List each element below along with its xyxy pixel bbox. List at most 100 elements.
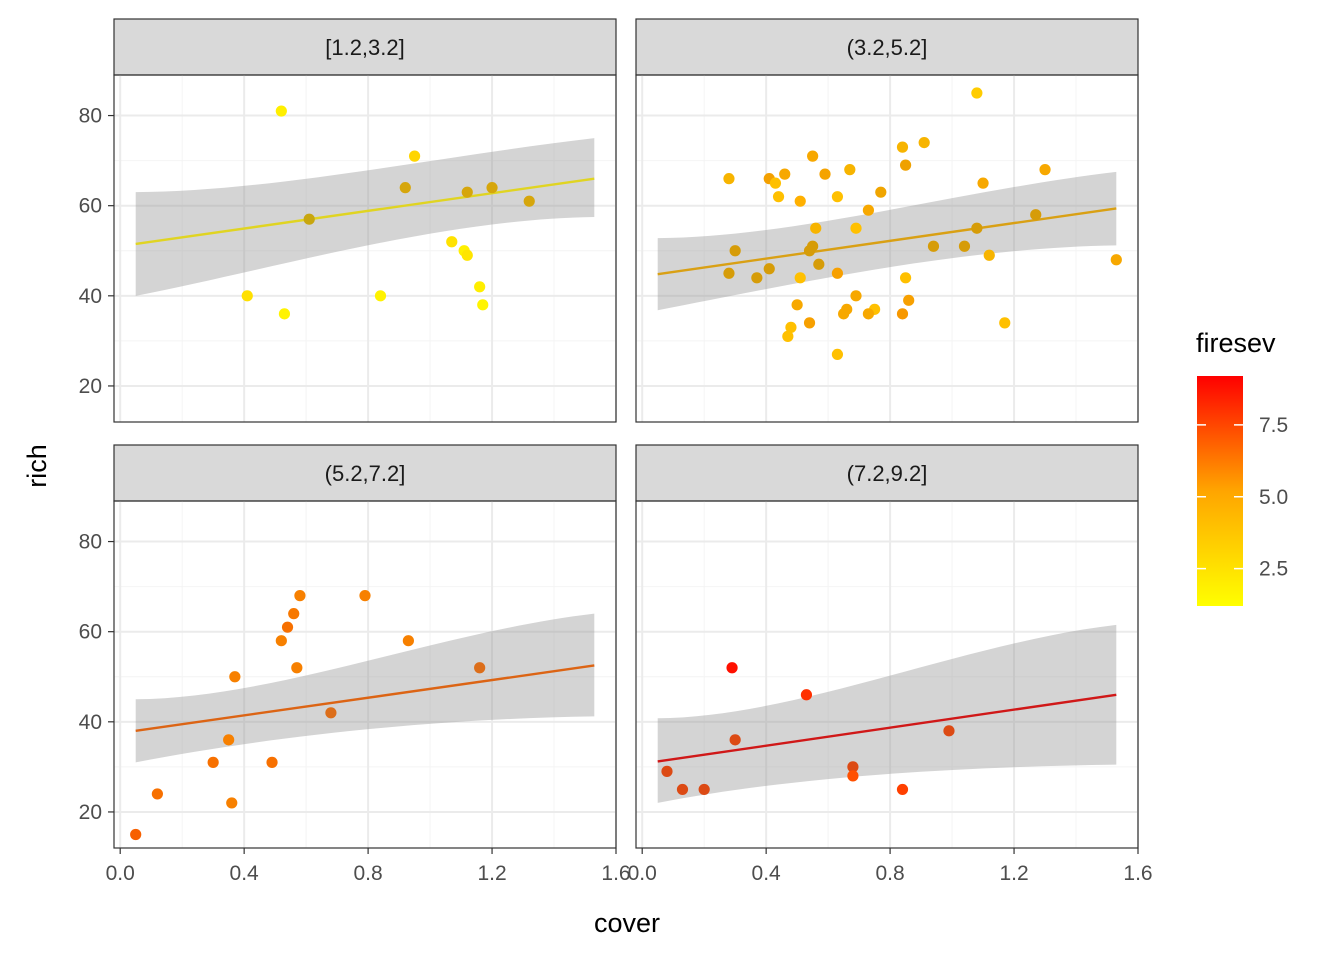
data-point <box>850 222 862 234</box>
facet-panel: (7.2,9.2] 0.0 0.4 0.8 1.2 1.6 <box>628 444 1153 885</box>
data-point <box>983 249 995 261</box>
data-point <box>896 783 909 796</box>
panel-border <box>113 74 617 423</box>
data-point <box>729 245 741 257</box>
data-point <box>794 195 806 207</box>
x-tick-label: 0.4 <box>230 862 260 885</box>
facet-strip <box>113 18 617 76</box>
confidence-band <box>657 624 1117 803</box>
data-point <box>275 105 287 117</box>
y-tick-label: 60 <box>79 621 102 644</box>
x-tick-label: 0.8 <box>353 862 382 885</box>
data-point <box>862 204 875 216</box>
x-tick-label: 0.0 <box>106 862 135 885</box>
y-tick-label: 80 <box>79 531 102 554</box>
data-point <box>927 240 940 252</box>
facet-strip <box>635 444 1139 502</box>
x-axis-title: cover <box>594 908 660 938</box>
data-point <box>461 249 473 261</box>
data-point <box>896 141 909 153</box>
y-tick-label: 40 <box>79 711 102 734</box>
data-point <box>374 290 387 302</box>
data-point <box>446 236 458 248</box>
data-point <box>971 87 983 99</box>
data-point <box>723 173 735 185</box>
data-point <box>226 797 238 809</box>
data-point <box>800 689 813 701</box>
data-point <box>785 321 797 333</box>
data-point <box>729 734 741 746</box>
data-point <box>958 240 971 252</box>
data-point <box>1039 164 1051 176</box>
data-point <box>862 308 875 320</box>
data-point <box>971 222 983 234</box>
data-point <box>294 590 306 602</box>
regression-line <box>135 664 595 733</box>
data-point <box>726 662 738 674</box>
facet-strip-label: (3.2,5.2] <box>847 35 928 60</box>
x-tick-label: 1.6 <box>1123 862 1152 885</box>
data-point <box>782 330 794 342</box>
data-point <box>896 308 909 320</box>
data-point <box>875 186 887 198</box>
data-point <box>791 299 803 311</box>
legend-tick-label: 5.0 <box>1259 486 1288 509</box>
data-point <box>831 267 844 279</box>
facet-strip-label: (5.2,7.2] <box>325 461 406 486</box>
data-point <box>486 182 498 194</box>
data-point <box>779 168 791 180</box>
x-tick-label: 0.0 <box>628 862 657 885</box>
data-point <box>275 635 287 647</box>
x-tick-label: 0.8 <box>875 862 904 885</box>
panel-border <box>635 74 1139 423</box>
data-point <box>803 317 816 329</box>
data-point <box>850 290 862 302</box>
data-point <box>461 186 473 198</box>
data-point <box>999 317 1011 329</box>
data-point <box>847 761 859 773</box>
panel-border <box>113 500 617 849</box>
data-point <box>819 168 831 180</box>
data-point <box>223 734 235 746</box>
data-point <box>474 662 486 674</box>
legend-tick-label: 7.5 <box>1259 414 1288 437</box>
data-point <box>769 177 782 189</box>
facet-strip-label: (7.2,9.2] <box>847 461 928 486</box>
data-point <box>803 245 816 257</box>
facet-strip <box>635 18 1139 76</box>
data-point <box>943 725 955 737</box>
data-point <box>1030 209 1042 221</box>
data-point <box>899 272 912 284</box>
data-point <box>266 756 278 768</box>
data-point <box>278 308 291 320</box>
x-tick-label: 1.2 <box>999 862 1028 885</box>
data-point <box>847 770 859 782</box>
legend: firesev 2.5 5.0 7.5 <box>1196 328 1288 606</box>
data-point <box>523 195 535 207</box>
y-tick-label: 20 <box>79 801 102 824</box>
data-point <box>399 182 411 194</box>
legend-title: firesev <box>1196 328 1276 358</box>
data-point <box>772 191 785 203</box>
data-point <box>698 783 710 796</box>
data-point <box>408 150 421 162</box>
confidence-band <box>135 138 595 296</box>
data-point <box>151 788 163 800</box>
data-point <box>831 348 844 361</box>
data-point <box>474 281 486 293</box>
x-tick-label: 1.2 <box>477 862 506 885</box>
data-point <box>281 621 294 633</box>
data-point <box>838 308 850 320</box>
data-point <box>794 272 806 284</box>
facet-strip <box>113 444 617 502</box>
data-point <box>831 191 844 203</box>
data-point <box>899 159 912 171</box>
data-point <box>288 608 300 620</box>
data-point <box>723 267 735 279</box>
facet-panel: (5.2,7.2] 20 40 60 80 0.0 0.4 0.8 1.2 1.6 <box>79 444 631 885</box>
data-point <box>130 828 142 841</box>
data-point <box>977 177 989 189</box>
legend-tick-label: 2.5 <box>1259 558 1288 581</box>
data-point <box>402 635 414 647</box>
